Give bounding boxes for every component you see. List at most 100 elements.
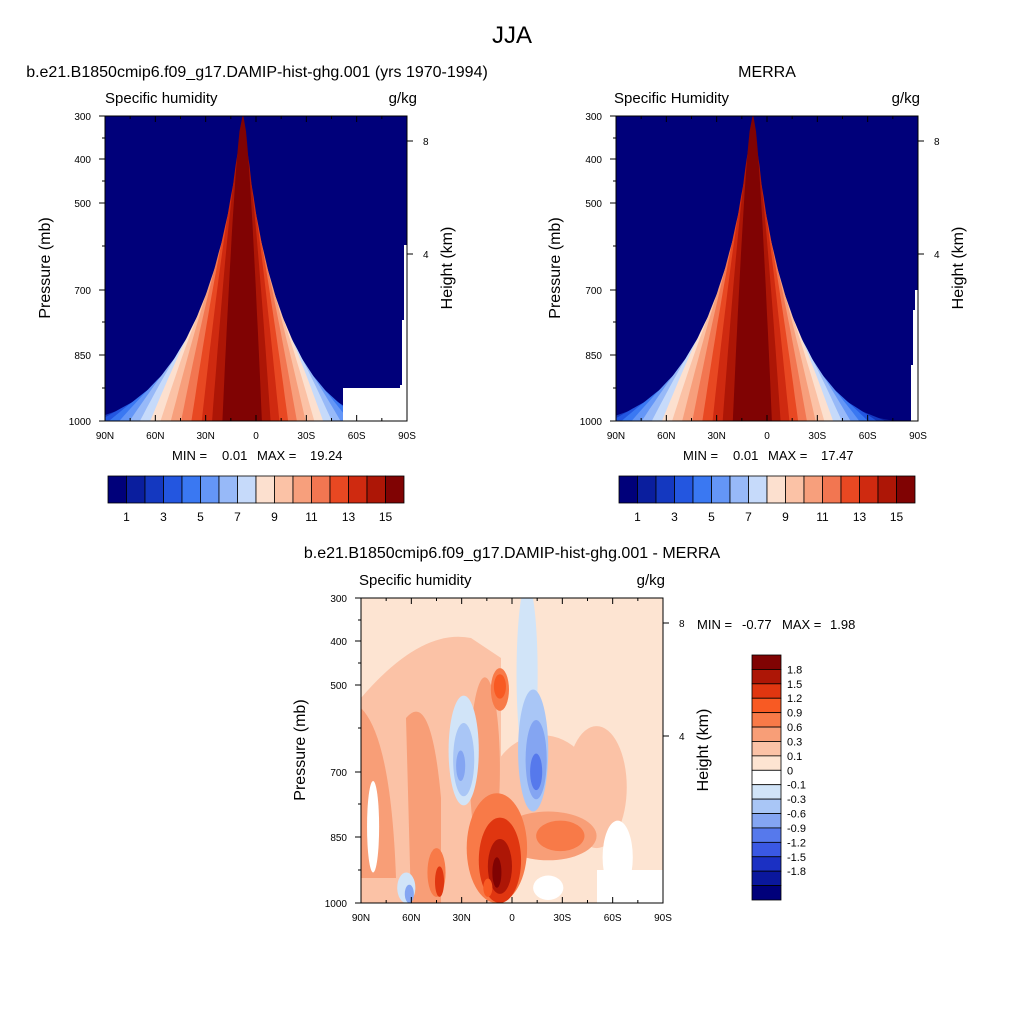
colorbar-tick-label: 15 <box>379 510 393 524</box>
min-value: 0.01 <box>733 448 758 463</box>
colorbar-swatch <box>860 476 879 503</box>
colorbar-swatch <box>182 476 201 503</box>
y-axis-label: Pressure (mb) <box>37 217 54 318</box>
min-label: MIN = <box>172 448 207 463</box>
x-tick-label: 90N <box>352 913 370 924</box>
y-right-tick-label: 8 <box>934 137 940 148</box>
y-tick-label: 700 <box>74 286 91 297</box>
colorbar-swatch <box>752 669 781 683</box>
colorbar-swatch <box>256 476 275 503</box>
y-tick-label: 1000 <box>325 899 348 910</box>
panel-model-field <box>78 116 407 423</box>
y-right-tick-label: 8 <box>423 137 429 148</box>
min-value: 0.01 <box>222 448 247 463</box>
colorbar-swatch <box>752 886 781 900</box>
colorbar-swatch <box>164 476 183 503</box>
colorbar-tick-label: 15 <box>890 510 904 524</box>
y-tick-label: 300 <box>74 112 91 123</box>
y-tick-label: 850 <box>330 833 347 844</box>
panel-difference: b.e21.B1850cmip6.f09_g17.DAMIP-hist-ghg.… <box>292 545 855 924</box>
colorbar-swatch <box>752 814 781 828</box>
colorbar-swatch <box>201 476 220 503</box>
colorbar-swatch <box>619 476 638 503</box>
colorbar-tick-label: 7 <box>745 510 752 524</box>
colorbar-swatch <box>675 476 694 503</box>
colorbar-swatch <box>752 857 781 871</box>
colorbar-swatch <box>878 476 897 503</box>
colorbar-swatch <box>312 476 331 503</box>
y-tick-label: 400 <box>74 155 91 166</box>
x-tick-label: 60N <box>402 913 420 924</box>
y-tick-label: 300 <box>585 112 602 123</box>
colorbar-swatch <box>712 476 731 503</box>
panel-model-title: b.e21.B1850cmip6.f09_g17.DAMIP-hist-ghg.… <box>26 64 488 81</box>
colorbar-tick-label: 1.8 <box>787 664 802 676</box>
colorbar-swatch <box>752 727 781 741</box>
max-label: MAX = <box>257 448 296 463</box>
colorbar-swatch <box>752 828 781 842</box>
y-axis-right-label: Height (km) <box>950 227 967 310</box>
colorbar-tick-label: 9 <box>782 510 789 524</box>
colorbar-tick-label: 0.3 <box>787 736 802 748</box>
colorbar-swatch <box>752 741 781 755</box>
x-tick-label: 30N <box>196 431 214 442</box>
panel-model: b.e21.B1850cmip6.f09_g17.DAMIP-hist-ghg.… <box>26 64 488 524</box>
colorbar-swatch <box>219 476 238 503</box>
panel-merra: MERRA Specific Humidity g/kg 90N 60N 30N 0 3… <box>547 64 967 524</box>
y-axis-right-label: Height (km) <box>695 709 712 792</box>
colorbar-swatch <box>275 476 294 503</box>
y-tick-label: 500 <box>330 681 347 692</box>
negative-anomaly-region <box>456 751 465 782</box>
colorbar-swatch <box>108 476 127 503</box>
max-label: MAX = <box>782 617 821 632</box>
x-tick-label: 30S <box>297 431 315 442</box>
x-tick-label: 60N <box>657 431 675 442</box>
colorbar-swatch <box>897 476 916 503</box>
panel-difference-minmax: MIN = -0.77 MAX = 1.98 <box>697 617 855 632</box>
x-tick-label: 90S <box>654 913 672 924</box>
panel-model-minmax: MIN = 0.01 MAX = 19.24 <box>172 448 343 463</box>
colorbar-tick-label: 1 <box>634 510 641 524</box>
colorbar-tick-label: 0.1 <box>787 751 802 763</box>
y-tick-label: 500 <box>74 199 91 210</box>
panel-model-units-label: g/kg <box>389 90 417 107</box>
colorbar-tick-label: 9 <box>271 510 278 524</box>
colorbar-tick-label: 3 <box>160 510 167 524</box>
colorbar-swatch <box>638 476 657 503</box>
panel-difference-title: b.e21.B1850cmip6.f09_g17.DAMIP-hist-ghg.… <box>304 545 721 562</box>
max-label: MAX = <box>768 448 807 463</box>
positive-anomaly-region <box>435 866 444 897</box>
x-tick-label: 30N <box>707 431 725 442</box>
panel-difference-units-label: g/kg <box>637 572 665 589</box>
y-axis-right-label: Height (km) <box>439 227 456 310</box>
y-tick-label: 300 <box>330 594 347 605</box>
y-tick-label: 700 <box>585 286 602 297</box>
colorbar-tick-label: -1.5 <box>787 852 806 864</box>
panel-model-variable-label: Specific humidity <box>105 90 218 107</box>
x-tick-label: 30N <box>452 913 470 924</box>
max-value: 17.47 <box>821 448 854 463</box>
colorbar-swatch <box>752 684 781 698</box>
x-tick-label: 30S <box>808 431 826 442</box>
colorbar-tick-label: -1.2 <box>787 837 806 849</box>
x-tick-label: 0 <box>253 431 259 442</box>
colorbar-tick-label: -0.3 <box>787 794 806 806</box>
panel-merra-minmax: MIN = 0.01 MAX = 17.47 <box>683 448 854 463</box>
colorbar-tick-label: -1.8 <box>787 866 806 878</box>
colorbar-swatch <box>752 698 781 712</box>
colorbar-swatch <box>752 655 781 669</box>
x-tick-label: 90N <box>607 431 625 442</box>
min-value: -0.77 <box>742 617 772 632</box>
colorbar-tick-label: 5 <box>708 510 715 524</box>
y-tick-label: 1000 <box>69 417 92 428</box>
x-tick-label: 90S <box>398 431 416 442</box>
y-tick-label: 400 <box>330 637 347 648</box>
max-value: 19.24 <box>310 448 343 463</box>
colorbar-swatch <box>145 476 164 503</box>
colorbar-swatch <box>349 476 368 503</box>
colorbar-swatch <box>752 713 781 727</box>
x-tick-label: 0 <box>764 431 770 442</box>
y-tick-label: 850 <box>585 351 602 362</box>
colorbar-tick-label: 13 <box>342 510 356 524</box>
panel-merra-title: MERRA <box>738 64 796 81</box>
